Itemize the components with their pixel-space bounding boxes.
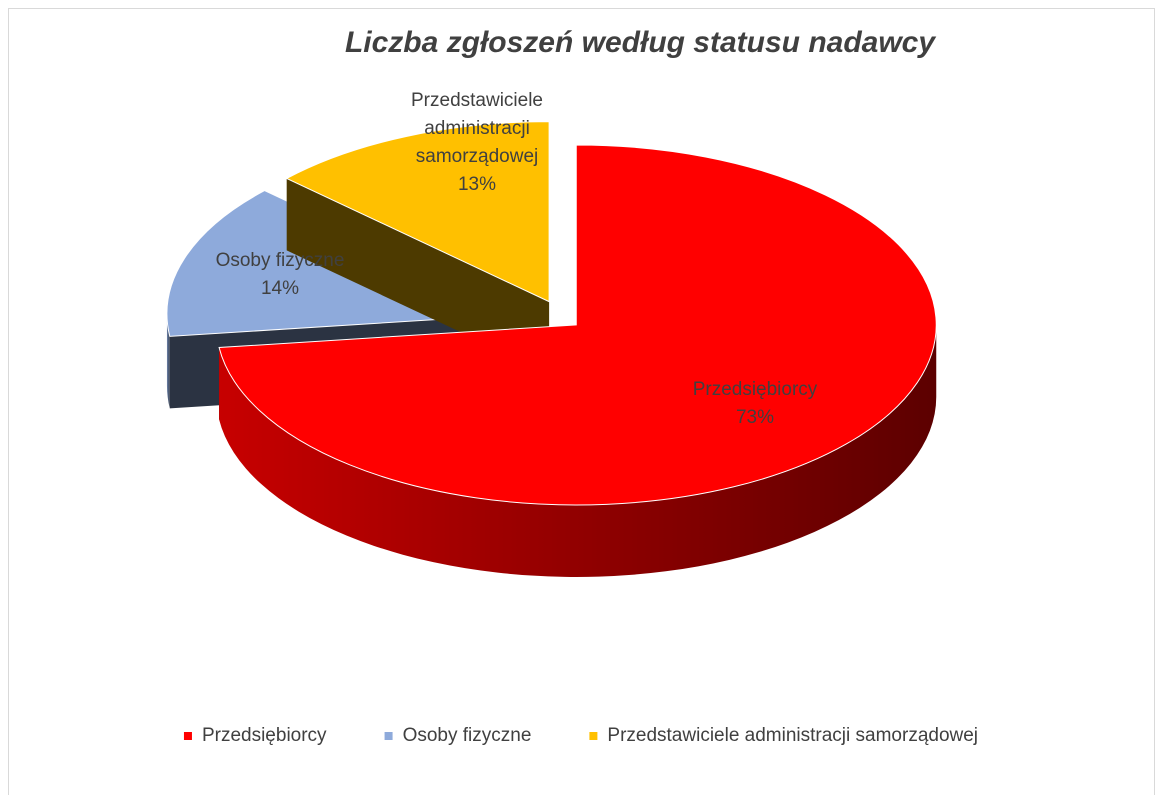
data-label-name: Przedsiębiorcy: [692, 379, 818, 400]
legend-label: Przedstawiciele administracji samorządow…: [607, 725, 978, 746]
slice: [285, 121, 550, 303]
data-label-text: Przedstawiciele administracji samorządow…: [392, 87, 562, 199]
data-label-name: Osoby fizyczne: [215, 250, 345, 271]
data-label-value: 73%: [735, 407, 775, 428]
data-label-box: Przedstawiciele administracji samorządow…: [377, 63, 577, 223]
data-label-text: Przedsiębiorcy 73%: [670, 376, 840, 432]
data-label: Osoby fizyczne 14%: [180, 195, 380, 355]
data-label-box: Przedsiębiorcy 73%: [655, 324, 855, 484]
slice-rim: [166, 313, 170, 409]
data-label-value: 14%: [260, 278, 300, 299]
data-label-box: Osoby fizyczne 14%: [180, 195, 380, 355]
slice-side: [286, 178, 550, 374]
legend-marker: [589, 732, 598, 740]
data-label-value: 13%: [457, 174, 497, 195]
legend-marker: [384, 732, 393, 740]
slice-rim: [219, 324, 937, 577]
chart-title: Liczba zgłoszeń według statusu nadawcy: [345, 26, 936, 59]
slice: [218, 144, 937, 506]
data-label-text: Osoby fizyczne 14%: [195, 247, 365, 303]
data-label: Przedstawiciele administracji samorządow…: [377, 63, 577, 223]
legend-marker: [183, 732, 192, 740]
legend-label: Przedsiębiorcy: [202, 725, 327, 746]
data-label: Przedsiębiorcy 73%: [655, 324, 855, 484]
data-label-name: Przedstawiciele administracji samorządow…: [411, 90, 543, 167]
legend-label: Osoby fizyczne: [403, 725, 532, 746]
